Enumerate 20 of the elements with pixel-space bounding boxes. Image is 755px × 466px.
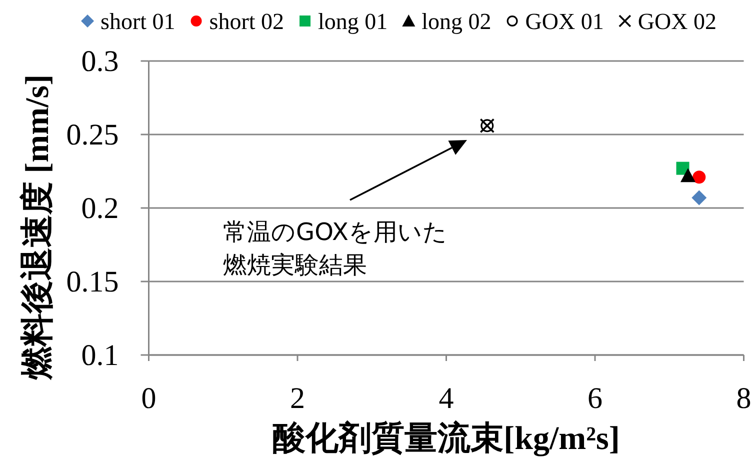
x-axis-title: 酸化剤質量流束[kg/m²s] [272,420,620,457]
legend-label: GOX 01 [525,9,604,34]
x-tick-label: 6 [588,382,602,415]
annotation: 常温のGOXを用いた燃焼実験結果 [223,140,467,279]
legend-label: short 01 [100,9,176,34]
y-tick-label: 0.1 [81,339,119,372]
y-tick-label: 0.3 [81,45,119,78]
legend-label: short 02 [209,9,284,34]
y-tick-label: 0.2 [81,192,119,225]
y-tick-label: 0.15 [66,266,119,298]
x-tick-label: 2 [290,382,305,415]
x-tick-label: 0 [141,382,156,415]
legend-label: long 02 [422,9,492,34]
y-axis-title: 燃料後退速度 [mm/s] [19,74,56,381]
y-tick-label: 0.25 [66,118,119,152]
legend-label: GOX 02 [638,9,716,34]
x-tick-label: 8 [736,382,752,415]
x-tick-label: 4 [438,382,454,415]
annotation: 常温のGOXを用いた燃焼実験結果 [223,218,448,279]
legend-label: long 01 [318,9,388,34]
